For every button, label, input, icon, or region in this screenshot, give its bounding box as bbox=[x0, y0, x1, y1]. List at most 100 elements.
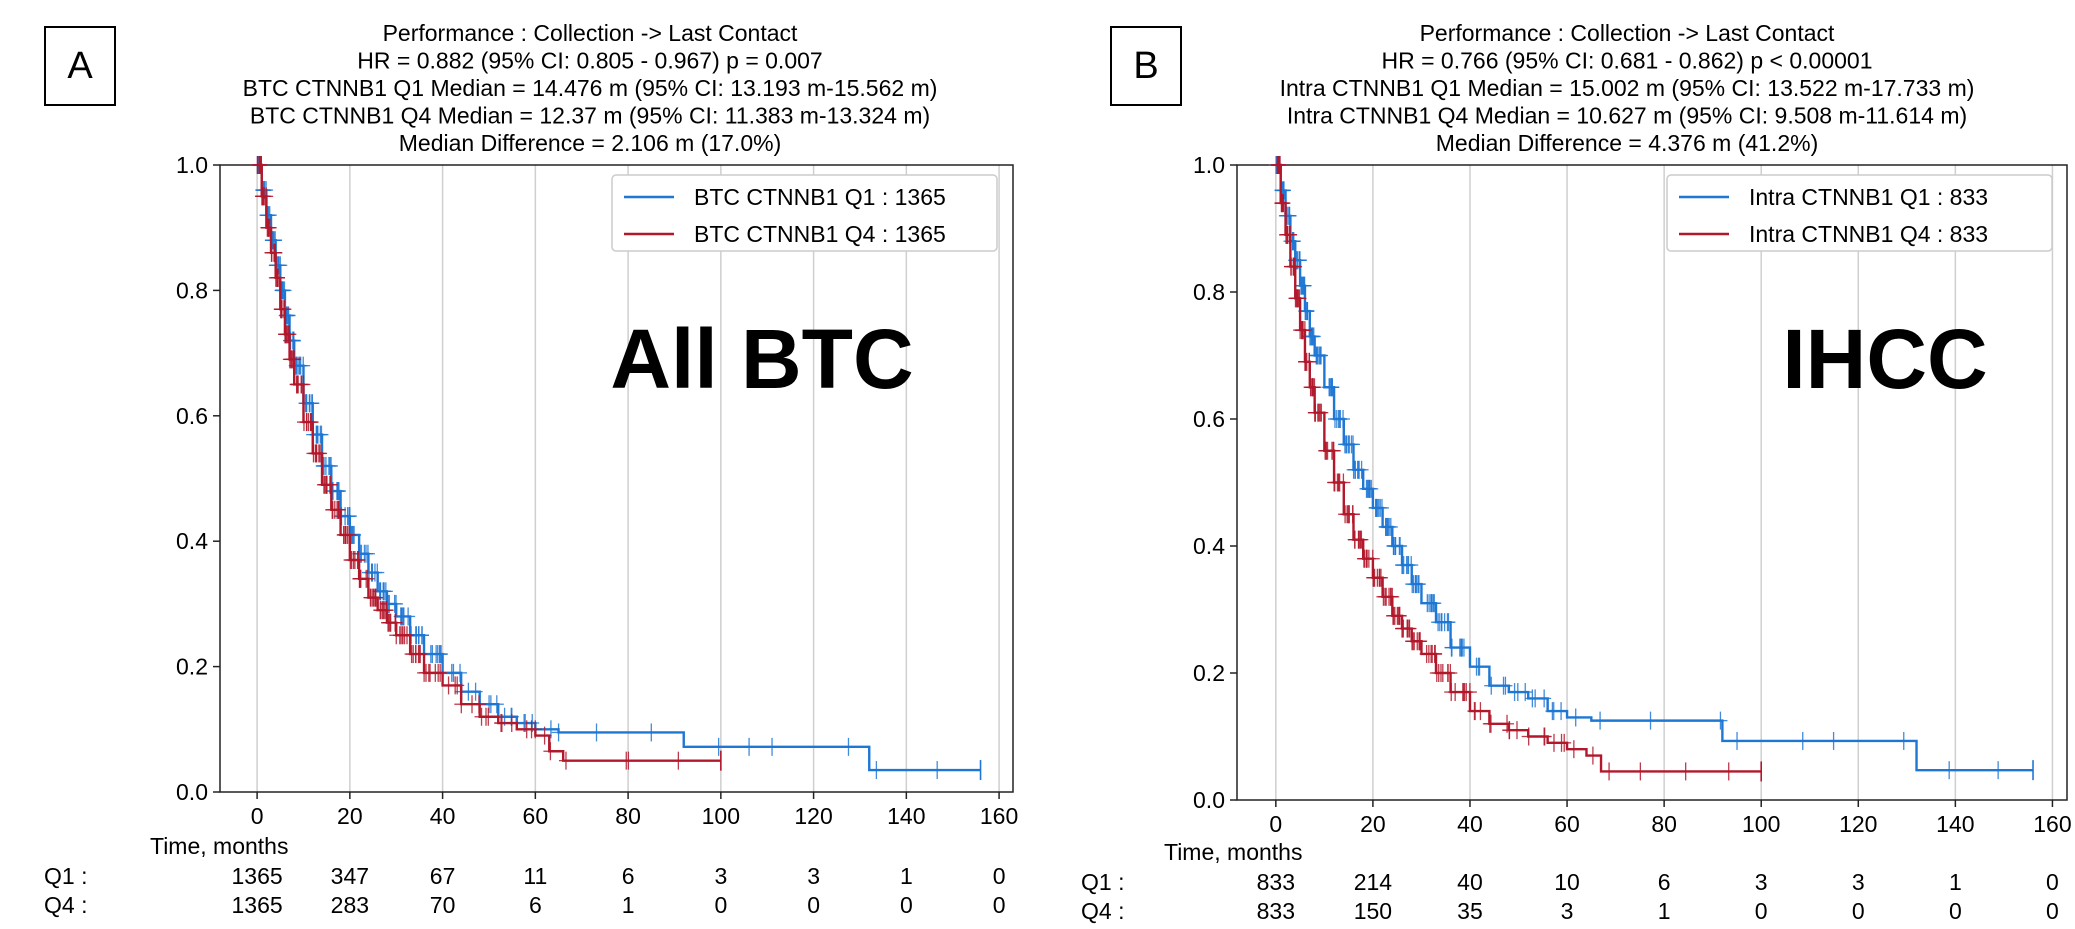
x-tick-label: 20 bbox=[1360, 811, 1386, 837]
x-tick-label: 0 bbox=[1269, 811, 1282, 837]
at-risk-count: 70 bbox=[430, 892, 456, 918]
x-tick-label: 120 bbox=[1839, 811, 1877, 837]
plot-frame bbox=[1236, 164, 2068, 801]
at-risk-count: 214 bbox=[1354, 869, 1393, 895]
at-risk-count: 3 bbox=[807, 863, 820, 889]
cohort-label: All BTC bbox=[610, 312, 913, 406]
at-risk-count: 6 bbox=[1658, 869, 1671, 895]
at-risk-count: 0 bbox=[2046, 869, 2059, 895]
x-tick-label: 120 bbox=[794, 803, 832, 829]
at-risk-count: 1 bbox=[622, 892, 635, 918]
censor-marks-2 bbox=[250, 156, 686, 770]
y-tick-label: 0.2 bbox=[1193, 660, 1225, 686]
legend-label-1: Intra CTNNB1 Q1 : 833 bbox=[1749, 184, 1988, 210]
plot-frame bbox=[219, 164, 1014, 793]
at-risk-count: 283 bbox=[331, 892, 369, 918]
legend-box bbox=[611, 174, 998, 252]
at-risk-row-label: Q4 : bbox=[44, 892, 87, 918]
at-risk-count: 11 bbox=[523, 863, 547, 889]
y-tick-label: 0.0 bbox=[1193, 787, 1225, 813]
title-line-2: HR = 0.766 (95% CI: 0.681 - 0.862) p < 0… bbox=[1382, 48, 1873, 74]
x-tick-label: 60 bbox=[1554, 811, 1580, 837]
at-risk-count: 40 bbox=[1457, 869, 1483, 895]
at-risk-count: 0 bbox=[1949, 898, 1962, 924]
at-risk-count: 150 bbox=[1354, 898, 1392, 924]
legend-box bbox=[1666, 174, 2053, 252]
km-chart-a: Performance : Collection -> Last Contact… bbox=[44, 20, 1018, 918]
y-tick-label: 0.6 bbox=[176, 403, 208, 429]
y-tick-label: 0.0 bbox=[176, 779, 208, 805]
y-tick-label: 0.6 bbox=[1193, 406, 1225, 432]
y-tick-label: 0.2 bbox=[176, 654, 208, 680]
at-risk-count: 833 bbox=[1257, 869, 1295, 895]
x-axis-label: Time, months bbox=[1164, 839, 1302, 865]
x-tick-label: 40 bbox=[430, 803, 456, 829]
x-tick-label: 140 bbox=[887, 803, 925, 829]
title-line-2: HR = 0.882 (95% CI: 0.805 - 0.967) p = 0… bbox=[357, 48, 822, 74]
x-tick-label: 140 bbox=[1936, 811, 1974, 837]
x-tick-label: 80 bbox=[1651, 811, 1677, 837]
x-tick-label: 160 bbox=[980, 803, 1018, 829]
y-tick-label: 1.0 bbox=[176, 152, 208, 178]
series-line-2 bbox=[257, 163, 721, 762]
y-tick-label: 0.8 bbox=[1193, 279, 1225, 305]
x-tick-label: 0 bbox=[251, 803, 264, 829]
legend-label-2: BTC CTNNB1 Q4 : 1365 bbox=[694, 221, 946, 247]
at-risk-count: 1 bbox=[1658, 898, 1671, 924]
panel-a: A Performance : Collection -> Last Conta… bbox=[0, 0, 1037, 929]
at-risk-count: 833 bbox=[1257, 898, 1295, 924]
km-chart-b: Performance : Collection -> Last Contact… bbox=[1081, 20, 2072, 924]
at-risk-count: 0 bbox=[1755, 898, 1768, 924]
title-line-5: Median Difference = 4.376 m (41.2%) bbox=[1436, 130, 1818, 156]
at-risk-count: 1365 bbox=[232, 892, 283, 918]
at-risk-count: 0 bbox=[900, 892, 913, 918]
at-risk-count: 0 bbox=[807, 892, 820, 918]
panel-b: B Performance : Collection -> Last Conta… bbox=[1037, 0, 2074, 929]
title-line-3: BTC CTNNB1 Q1 Median = 14.476 m (95% CI:… bbox=[243, 75, 938, 101]
title-line-1: Performance : Collection -> Last Contact bbox=[1420, 20, 1835, 46]
at-risk-count: 0 bbox=[714, 892, 727, 918]
censor-marks-2 bbox=[1270, 156, 1736, 781]
x-tick-label: 100 bbox=[1742, 811, 1780, 837]
title-line-4: Intra CTNNB1 Q4 Median = 10.627 m (95% C… bbox=[1287, 103, 1967, 129]
at-risk-count: 67 bbox=[430, 863, 456, 889]
y-tick-label: 0.4 bbox=[176, 528, 208, 554]
series-line-1 bbox=[1275, 163, 2034, 772]
series-line-2 bbox=[1275, 163, 1762, 773]
title-line-3: Intra CTNNB1 Q1 Median = 15.002 m (95% C… bbox=[1280, 75, 1975, 101]
title-line-4: BTC CTNNB1 Q4 Median = 12.37 m (95% CI: … bbox=[250, 103, 930, 129]
x-tick-label: 40 bbox=[1457, 811, 1483, 837]
at-risk-count: 0 bbox=[993, 892, 1006, 918]
at-risk-count: 1365 bbox=[232, 863, 283, 889]
legend-label-1: BTC CTNNB1 Q1 : 1365 bbox=[694, 184, 946, 210]
x-tick-label: 80 bbox=[615, 803, 641, 829]
cohort-label: IHCC bbox=[1782, 312, 1987, 406]
at-risk-count: 3 bbox=[714, 863, 727, 889]
at-risk-count: 1 bbox=[1949, 869, 1962, 895]
at-risk-row-label: Q1 : bbox=[44, 863, 87, 889]
y-tick-label: 0.4 bbox=[1193, 533, 1225, 559]
at-risk-count: 6 bbox=[622, 863, 635, 889]
at-risk-count: 3 bbox=[1561, 898, 1574, 924]
at-risk-row-label: Q4 : bbox=[1081, 898, 1124, 924]
at-risk-count: 0 bbox=[2046, 898, 2059, 924]
x-tick-label: 160 bbox=[2033, 811, 2071, 837]
at-risk-count: 1 bbox=[900, 863, 913, 889]
at-risk-count: 10 bbox=[1554, 869, 1580, 895]
at-risk-row-label: Q1 : bbox=[1081, 869, 1124, 895]
y-tick-label: 1.0 bbox=[1193, 152, 1225, 178]
at-risk-count: 3 bbox=[1755, 869, 1768, 895]
x-tick-label: 20 bbox=[337, 803, 363, 829]
at-risk-count: 347 bbox=[331, 863, 369, 889]
x-tick-label: 100 bbox=[702, 803, 740, 829]
panel-label: B bbox=[1110, 26, 1182, 106]
y-tick-label: 0.8 bbox=[176, 277, 208, 303]
x-tick-label: 60 bbox=[523, 803, 549, 829]
at-risk-count: 0 bbox=[1852, 898, 1865, 924]
at-risk-count: 6 bbox=[529, 892, 542, 918]
series-line-1 bbox=[257, 163, 981, 772]
at-risk-count: 3 bbox=[1852, 869, 1865, 895]
censor-marks-1 bbox=[1269, 156, 2006, 780]
panel-label: A bbox=[44, 26, 116, 106]
at-risk-count: 35 bbox=[1457, 898, 1483, 924]
